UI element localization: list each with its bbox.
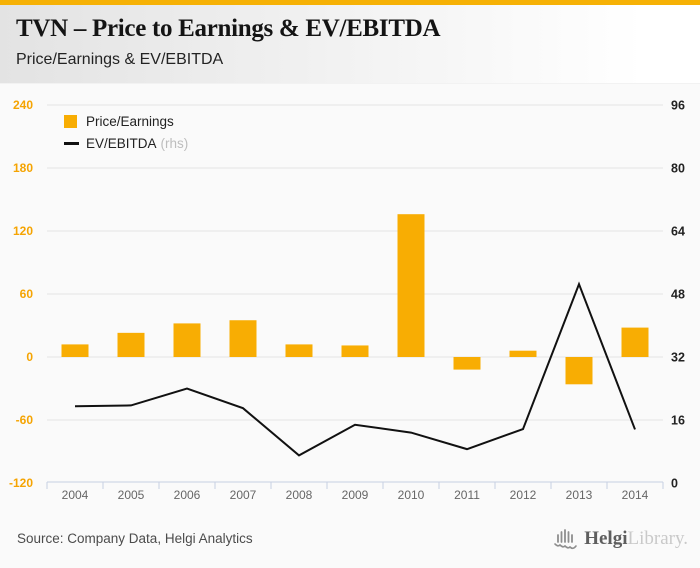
pe-bar-2007 xyxy=(229,320,257,357)
right-axis-tick-label: 64 xyxy=(671,225,685,239)
pe-bar-2006 xyxy=(173,323,201,357)
x-axis-year-label: 2010 xyxy=(398,488,425,502)
page-title: TVN – Price to Earnings & EV/EBITDA xyxy=(16,15,441,42)
legend-label-price-earnings: Price/Earnings xyxy=(86,113,174,129)
pe-bar-2009 xyxy=(341,345,369,357)
pe-bar-2012 xyxy=(509,350,537,357)
x-axis-year-label: 2006 xyxy=(174,488,201,502)
logo-text: HelgiLibrary. xyxy=(584,528,688,550)
helgi-library-logo: HelgiLibrary. xyxy=(553,527,688,551)
chart-header: TVN – Price to Earnings & EV/EBITDA Pric… xyxy=(0,5,700,84)
chart-legend: Price/Earnings EV/EBITDA (rhs) xyxy=(64,110,188,154)
pe-bar-2010 xyxy=(397,214,425,357)
x-axis-year-label: 2011 xyxy=(454,488,480,502)
left-axis-tick-label: 60 xyxy=(20,287,34,301)
pe-bar-2013 xyxy=(565,357,593,385)
right-axis-tick-label: 80 xyxy=(671,162,685,176)
x-axis-year-label: 2004 xyxy=(62,488,89,502)
x-axis-year-label: 2007 xyxy=(230,488,257,502)
pe-bar-2005 xyxy=(117,332,145,357)
source-text: Source: Company Data, Helgi Analytics xyxy=(17,531,253,546)
logo-brand-suffix: Library. xyxy=(627,528,689,549)
x-axis-year-label: 2008 xyxy=(286,488,313,502)
x-axis-year-label: 2013 xyxy=(566,488,593,502)
x-axis-year-label: 2009 xyxy=(342,488,369,502)
pe-bar-2014 xyxy=(621,327,649,357)
right-axis-tick-label: 96 xyxy=(671,99,685,113)
pe-bar-2011 xyxy=(453,357,481,370)
right-axis-tick-label: 0 xyxy=(671,477,678,491)
price-earnings-swatch-icon xyxy=(64,114,77,128)
left-axis-tick-label: -60 xyxy=(16,413,34,427)
helgi-library-logo-icon xyxy=(554,529,578,550)
ev-ebitda-swatch-icon xyxy=(64,141,79,145)
x-axis-year-label: 2012 xyxy=(510,488,537,502)
right-axis-tick-label: 16 xyxy=(671,414,685,428)
accent-bar xyxy=(0,0,700,5)
logo-brand: Helgi xyxy=(584,528,628,549)
x-axis-year-label: 2005 xyxy=(118,488,145,502)
right-axis-tick-label: 48 xyxy=(671,288,685,302)
legend-label-ev-ebitda: EV/EBITDA xyxy=(86,135,157,151)
x-axis-year-label: 2014 xyxy=(622,488,649,502)
right-axis-tick-label: 32 xyxy=(671,351,685,365)
pe-bar-2008 xyxy=(285,344,313,357)
left-axis-tick-label: 180 xyxy=(13,161,33,175)
left-axis-tick-label: -120 xyxy=(9,476,33,490)
legend-item-price-earnings: Price/Earnings xyxy=(64,110,188,132)
left-axis-tick-label: 120 xyxy=(13,224,33,238)
chart-plot-area: 240 180 120 60 0 -60 -120 96 80 64 48 32 16 0 2004 2005… xyxy=(9,98,685,502)
pe-bar-2004 xyxy=(61,344,89,357)
ev-ebitda-line xyxy=(74,281,636,457)
legend-item-ev-ebitda: EV/EBITDA (rhs) xyxy=(64,132,188,154)
legend-label-rhs: (rhs) xyxy=(160,135,189,151)
left-axis-tick-label: 240 xyxy=(13,98,33,112)
chart-subtitle: Price/Earnings & EV/EBITDA xyxy=(16,51,224,68)
left-axis-tick-label: 0 xyxy=(26,350,33,364)
